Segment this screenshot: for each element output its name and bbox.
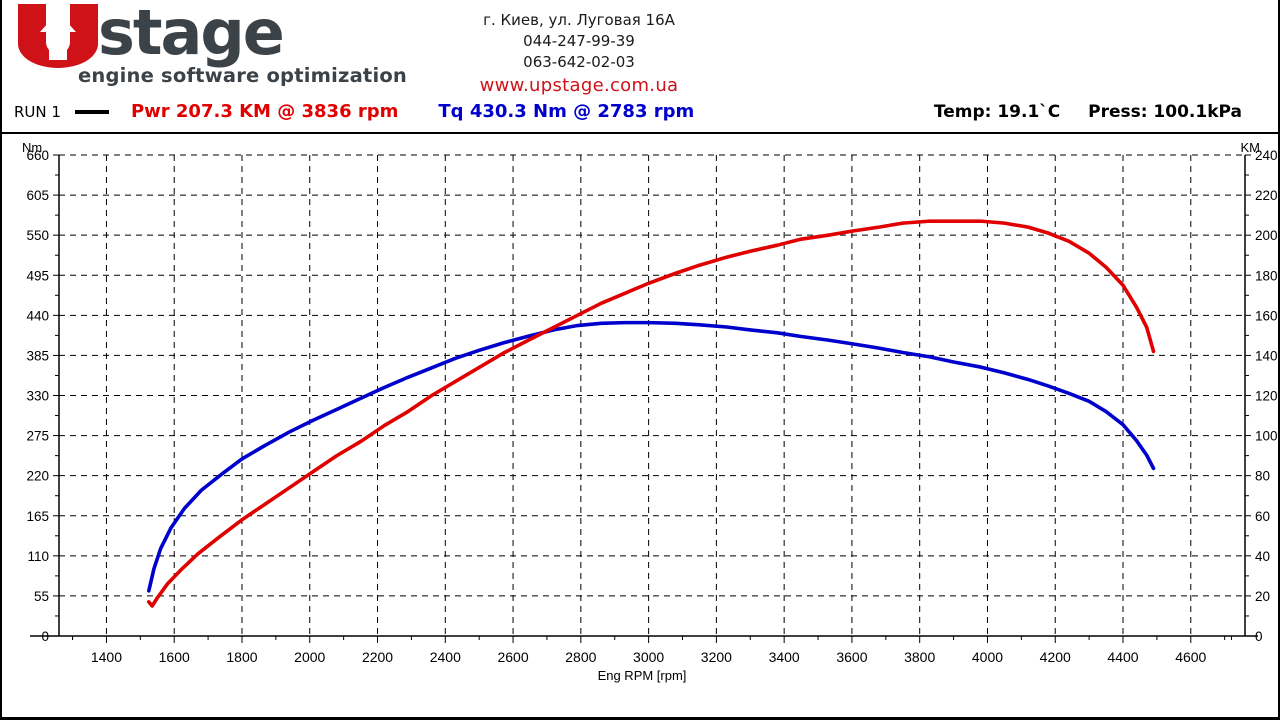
y2-axis-tick-label: 100 xyxy=(1255,429,1278,444)
ambient-conditions: Temp: 19.1`C Press: 100.1kPa xyxy=(934,102,1242,122)
page-header: stage engine software optimization г. Ки… xyxy=(2,0,1278,98)
y-axis-tick-label: 220 xyxy=(26,469,49,484)
run-label: RUN 1 xyxy=(14,102,61,121)
contact-address: г. Киев, ул. Луговая 16А xyxy=(483,11,675,29)
x-axis-tick-label: 4600 xyxy=(1175,649,1206,665)
contact-block: г. Киев, ул. Луговая 16А 044-247-99-39 0… xyxy=(434,10,724,96)
x-axis-tick-label: 2000 xyxy=(294,649,325,665)
run-summary: RUN 1 Pwr 207.3 KM @ 3836 rpm Tq 430.3 N… xyxy=(14,101,694,122)
contact-phone-2: 063-642-02-03 xyxy=(523,53,635,71)
x-axis-tick-label: 2400 xyxy=(430,649,461,665)
y2-axis-tick-label: 180 xyxy=(1255,268,1278,283)
y-axis-tick-label: 660 xyxy=(26,148,49,163)
temperature-readout: Temp: 19.1`C xyxy=(933,102,1061,122)
x-axis-tick-label: 2800 xyxy=(565,649,596,665)
power-readout: Pwr 207.3 KM @ 3836 rpm xyxy=(130,101,399,122)
x-axis-title: Eng RPM [rpm] xyxy=(597,668,687,683)
run-line-swatch-icon xyxy=(74,109,109,114)
x-axis-tick-label: 1800 xyxy=(226,649,257,665)
x-axis-tick-label: 4000 xyxy=(972,649,1003,665)
y-axis-tick-label: 275 xyxy=(26,429,49,444)
logo-u-arrow-icon xyxy=(12,2,104,68)
y-axis-tick-label: 55 xyxy=(34,589,49,604)
y2-axis-tick-label: 200 xyxy=(1255,228,1278,243)
x-axis-tick-label: 1400 xyxy=(91,649,122,665)
y-axis-tick-label: 495 xyxy=(26,268,49,283)
brand-logo: stage engine software optimization xyxy=(12,2,432,94)
y-axis-tick-label: 330 xyxy=(26,389,49,404)
y2-axis-tick-label: 60 xyxy=(1255,509,1270,524)
left-axis-unit: Nm xyxy=(22,140,43,155)
y2-axis-tick-label: 220 xyxy=(1255,188,1278,203)
y2-axis-tick-label: 0 xyxy=(1255,629,1263,644)
y-axis-tick-label: 550 xyxy=(26,228,49,243)
plot-canvas: 0055201104016560220802751003301203851404… xyxy=(26,148,1278,665)
pressure-readout: Press: 100.1kPa xyxy=(1088,102,1242,122)
logo-tagline: engine software optimization xyxy=(78,64,408,87)
y-axis-tick-label: 605 xyxy=(26,188,49,203)
x-axis-tick-label: 4200 xyxy=(1040,649,1071,665)
x-axis-tick-label: 2600 xyxy=(497,649,528,665)
y2-axis-tick-label: 140 xyxy=(1255,348,1278,363)
x-axis-tick-label: 3800 xyxy=(904,649,935,665)
x-axis-tick-label: 3200 xyxy=(701,649,732,665)
y-axis-tick-label: 110 xyxy=(27,549,49,564)
y-axis-tick-label: 385 xyxy=(26,348,49,363)
x-axis-tick-label: 3400 xyxy=(769,649,800,665)
x-axis-tick-label: 3600 xyxy=(836,649,867,665)
y2-axis-tick-label: 240 xyxy=(1255,148,1278,163)
logo-wordmark: stage xyxy=(12,0,285,69)
x-axis-tick-label: 2200 xyxy=(362,649,393,665)
y2-axis-tick-label: 40 xyxy=(1255,549,1270,564)
torque-readout: Tq 430.3 Nm @ 2783 rpm xyxy=(438,101,695,122)
right-axis-unit: KM xyxy=(1240,140,1261,155)
run-status-bar: RUN 1 Pwr 207.3 KM @ 3836 rpm Tq 430.3 N… xyxy=(2,98,1278,134)
logo-stage-text: stage xyxy=(98,0,285,69)
contact-website[interactable]: www.upstage.com.ua xyxy=(479,75,679,96)
x-axis-tick-label: 1600 xyxy=(159,649,190,665)
series-line-pwr xyxy=(147,219,1156,608)
y2-axis-tick-label: 80 xyxy=(1255,469,1270,484)
series-line-tq xyxy=(147,320,1156,593)
dyno-plot: Nm KM 0055201104016560220802751003301203… xyxy=(2,134,1280,720)
x-axis-tick-label: 4400 xyxy=(1107,649,1138,665)
x-axis-tick-label: 3000 xyxy=(633,649,664,665)
y-axis-tick-label: 440 xyxy=(26,308,49,323)
y2-axis-tick-label: 160 xyxy=(1255,308,1278,323)
y2-axis-tick-label: 20 xyxy=(1255,589,1270,604)
contact-phone-1: 044-247-99-39 xyxy=(523,32,635,50)
y-axis-tick-label: 165 xyxy=(26,509,49,524)
y2-axis-tick-label: 120 xyxy=(1255,389,1278,404)
